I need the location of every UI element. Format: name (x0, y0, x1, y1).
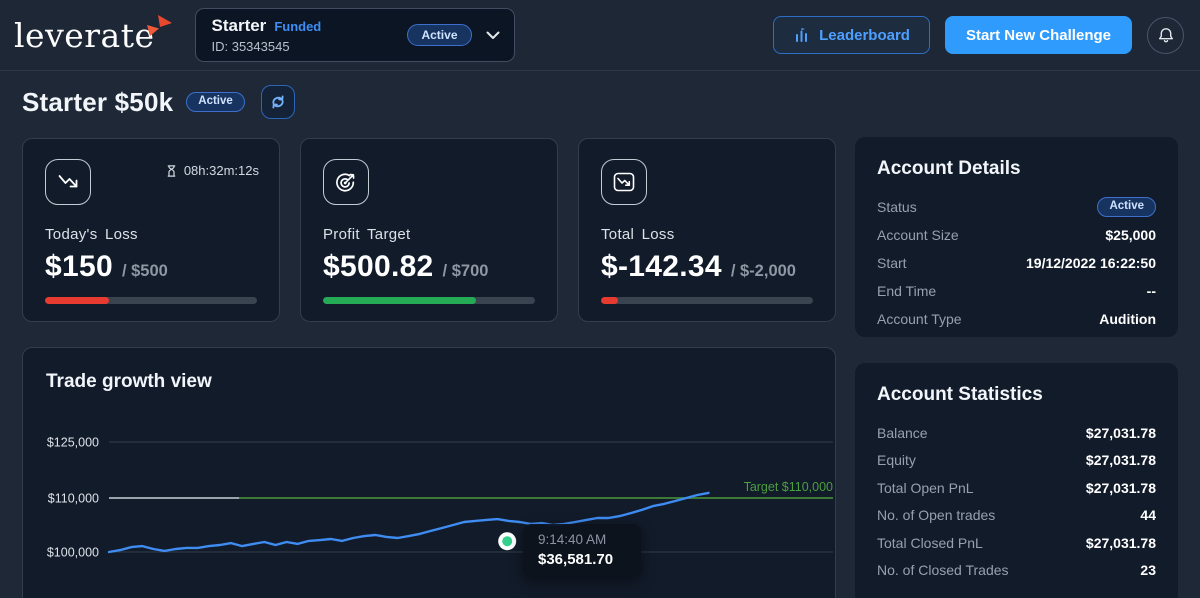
detail-row-label: Start (877, 255, 907, 271)
stat-row-value: $27,031.78 (1085, 479, 1156, 496)
refresh-button[interactable] (260, 85, 295, 119)
account-details-title: Account Details (877, 158, 1021, 179)
todays-loss-progress (45, 297, 257, 304)
logo[interactable]: leverate (14, 14, 172, 55)
refresh-icon (272, 95, 284, 109)
svg-text:$100,000: $100,000 (47, 546, 99, 560)
logo-text: leverate (14, 15, 155, 55)
leaderboard-button[interactable]: Leaderboard (773, 16, 930, 54)
bell-icon (1158, 28, 1173, 43)
tooltip-value: $36,581.70 (538, 551, 614, 568)
leaderboard-icon (796, 28, 808, 42)
stat-row: Total Closed PnL $27,031.78 (877, 529, 1156, 557)
stat-card-value: $-142.34 (601, 250, 722, 283)
detail-row: Start 19/12/2022 16:22:50 (877, 249, 1156, 277)
page-title-row: Starter $50k Active (22, 85, 295, 119)
chart-tooltip: 9:14:40 AM $36,581.70 (523, 524, 641, 577)
detail-row-label: Account Size (877, 227, 959, 243)
stat-row: Equity $27,031.78 (877, 447, 1156, 475)
stat-row-value: 44 (1140, 507, 1156, 524)
detail-row-label: Account Type (877, 311, 962, 327)
stat-card-value: $150 (45, 250, 113, 283)
stat-card-total-loss: Total Loss $-142.34 / $-2,000 (578, 138, 836, 322)
account-id: ID: 35343545 (211, 39, 290, 54)
stat-row-label: No. of Closed Trades (877, 562, 1009, 579)
chart-title: Trade growth view (46, 371, 212, 392)
page-status-badge: Active (186, 92, 245, 112)
stat-row: Balance $27,031.78 (877, 419, 1156, 447)
leaderboard-label: Leaderboard (819, 26, 910, 44)
detail-row-label: End Time (877, 283, 937, 299)
detail-row: Status Active (877, 193, 1156, 221)
account-status-badge: Active (407, 24, 472, 46)
stat-card-target: / $500 (121, 262, 168, 280)
profit-target-progress (323, 297, 535, 304)
session-timer-value: 08h:32m:12s (183, 163, 259, 178)
chevron-down-icon (486, 31, 500, 40)
stat-card-target: / $-2,000 (730, 262, 796, 280)
detail-row-value: 19/12/2022 16:22:50 (1026, 255, 1156, 271)
stat-row: No. of Closed Trades 23 (877, 557, 1156, 585)
account-info: Starter Funded ID: 35343545 (212, 16, 408, 54)
growth-chart[interactable]: $125,000 $110,000 $100,000 Target $110,000 (23, 348, 835, 598)
detail-row-value: Audition (1099, 311, 1156, 327)
trade-growth-card: Trade growth view $125,000 $110,000 $100,0… (22, 347, 836, 598)
total-loss-progress (601, 297, 813, 304)
stat-row-label: Balance (877, 424, 928, 441)
detail-row: Account Size $25,000 (877, 221, 1156, 249)
account-details-rows: Status Active Account Size $25,000 Start 19/1… (877, 193, 1156, 333)
detail-row-value: $25,000 (1105, 227, 1156, 243)
stat-card-label: Today's Loss (45, 226, 138, 243)
logo-arrow-icon (146, 14, 172, 36)
app-header: leverate Starter Funded ID: 35343545 Act… (0, 0, 1200, 71)
stat-card-target: / $700 (442, 262, 489, 280)
stat-card-value: $500.82 (323, 250, 434, 283)
detail-row-value: -- (1146, 283, 1156, 299)
session-timer: 08h:32m:12s (165, 163, 259, 178)
stat-row-value: $27,031.78 (1085, 452, 1156, 469)
account-tier: Funded (274, 19, 322, 34)
stat-row-label: Equity (877, 452, 916, 469)
stat-row-label: Total Closed PnL (877, 534, 983, 551)
stat-row: No. of Open trades 44 (877, 502, 1156, 530)
target-arrow-icon (323, 159, 369, 205)
detail-row: End Time -- (877, 277, 1156, 305)
stat-row-value: $27,031.78 (1085, 534, 1156, 551)
trend-down-icon (45, 159, 91, 205)
account-statistics-title: Account Statistics (877, 384, 1043, 405)
tooltip-time: 9:14:40 AM (538, 532, 607, 547)
svg-text:Target $110,000: Target $110,000 (744, 480, 833, 494)
page-title: Starter $50k (22, 86, 174, 117)
svg-text:$125,000: $125,000 (47, 436, 99, 450)
stat-card-label: Profit Target (323, 226, 411, 243)
stat-row-label: No. of Open trades (877, 507, 996, 524)
stat-row: Total Open PnL $27,031.78 (877, 474, 1156, 502)
notifications-button[interactable] (1147, 16, 1184, 54)
account-details-panel: Account Details Status Active Account Size… (855, 137, 1178, 337)
stat-row-value: $27,031.78 (1085, 424, 1156, 441)
stat-row-value: 23 (1140, 562, 1156, 579)
status-badge: Active (1097, 197, 1156, 217)
detail-row: Account Type Audition (877, 305, 1156, 333)
stat-card-todays-loss: 08h:32m:12s Today's Loss $150 / $500 (22, 138, 280, 322)
svg-text:$110,000: $110,000 (48, 492, 99, 506)
account-selector-dropdown[interactable]: Starter Funded ID: 35343545 Active (194, 8, 515, 62)
stat-card-profit-target: Profit Target $500.82 / $700 (300, 138, 558, 322)
chart-down-icon (601, 159, 647, 205)
start-new-challenge-button[interactable]: Start New Challenge (944, 16, 1132, 54)
account-name: Starter (211, 16, 267, 35)
stat-card-label: Total Loss (601, 226, 675, 243)
stat-row-label: Total Open PnL (877, 479, 974, 496)
detail-row-label: Status (877, 199, 917, 215)
account-statistics-panel: Account Statistics Balance $27,031.78 Equi… (855, 363, 1178, 598)
account-statistics-rows: Balance $27,031.78 Equity $27,031.78 Total O… (877, 419, 1156, 584)
hourglass-icon (167, 164, 176, 177)
